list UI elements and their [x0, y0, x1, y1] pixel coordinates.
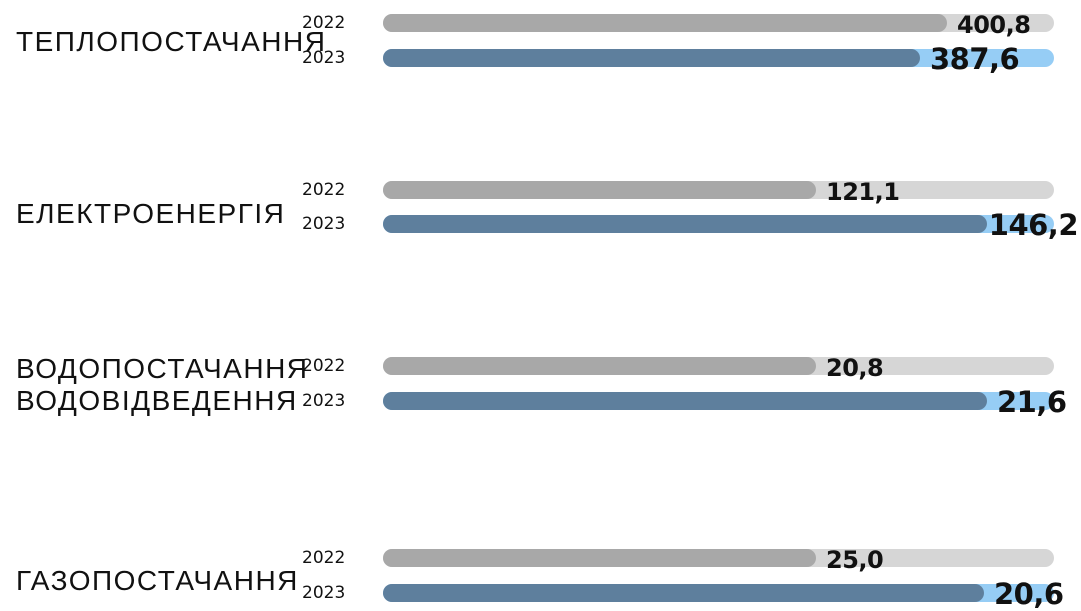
bar-track — [383, 357, 1054, 375]
bar-2023 — [383, 584, 984, 602]
category-label: ТЕПЛОПОСТАЧАННЯ — [16, 26, 327, 57]
bar-2023 — [383, 49, 920, 67]
year-label: 2022 — [302, 356, 346, 376]
bar-track — [383, 14, 1054, 32]
bar-2023 — [383, 392, 987, 410]
value-label: 400,8 — [957, 11, 1031, 39]
value-label: 20,6 — [994, 577, 1064, 611]
value-label: 387,6 — [930, 42, 1020, 76]
bar-track — [383, 584, 1054, 602]
value-label: 20,8 — [826, 354, 884, 382]
value-label: 121,1 — [826, 178, 900, 206]
year-label: 2023 — [302, 391, 346, 411]
bar-track — [383, 549, 1054, 567]
bar-2023 — [383, 215, 987, 233]
year-label: 2023 — [302, 583, 346, 603]
bar-2022 — [383, 14, 947, 32]
category-label: ВОДОПОСТАЧАННЯ — [16, 353, 309, 384]
bar-track — [383, 392, 1054, 410]
bar-track — [383, 49, 1054, 67]
year-label: 2023 — [302, 48, 346, 68]
bar-2022 — [383, 181, 816, 199]
category-label: ЕЛЕКТРОЕНЕРГІЯ — [16, 198, 286, 229]
value-label: 21,6 — [997, 385, 1067, 419]
year-label: 2023 — [302, 214, 346, 234]
year-label: 2022 — [302, 180, 346, 200]
category-label: ВОДОВІДВЕДЕННЯ — [16, 385, 298, 416]
bar-2022 — [383, 549, 816, 567]
year-label: 2022 — [302, 548, 346, 568]
value-label: 25,0 — [826, 546, 884, 574]
year-label: 2022 — [302, 13, 346, 33]
bar-track — [383, 181, 1054, 199]
bar-track — [383, 215, 1054, 233]
category-label: ГАЗОПОСТАЧАННЯ — [16, 565, 299, 596]
value-label: 146,2 — [988, 208, 1079, 242]
bar-2022 — [383, 357, 816, 375]
